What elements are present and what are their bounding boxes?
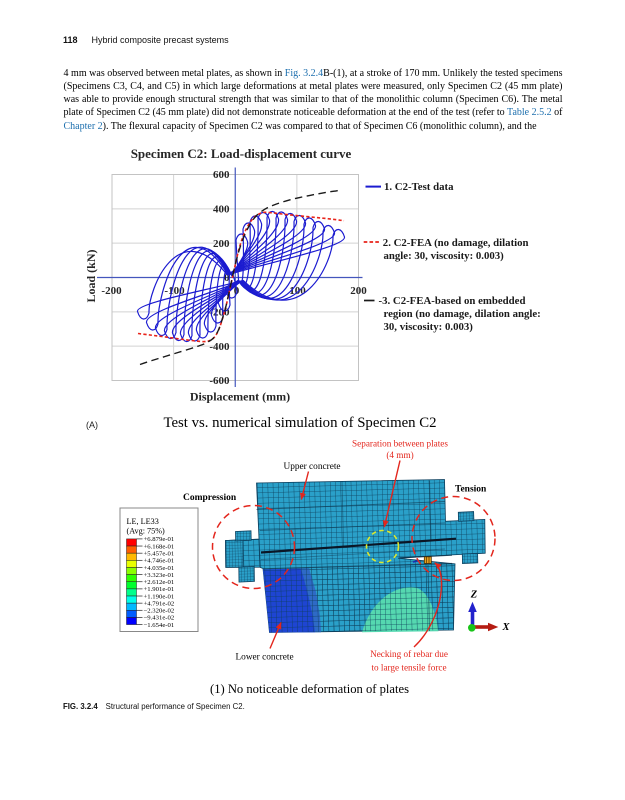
svg-text:+6.168e-01: +6.168e-01 <box>144 543 175 550</box>
svg-text:+3.323e-01: +3.323e-01 <box>144 572 175 579</box>
svg-text:(Avg: 75%): (Avg: 75%) <box>127 527 166 536</box>
svg-text:+6.879e-01: +6.879e-01 <box>144 536 175 543</box>
svg-text:(4 mm): (4 mm) <box>386 450 413 460</box>
svg-text:Specimen C2: Load-displacement: Specimen C2: Load-displacement curve <box>131 146 352 161</box>
svg-text:angle: 30, viscosity: 0.003): angle: 30, viscosity: 0.003) <box>384 250 505 262</box>
svg-text:2. C2-FEA (no damage, dilation: 2. C2-FEA (no damage, dilation <box>383 237 529 249</box>
svg-text:Z: Z <box>470 590 478 601</box>
svg-text:Displacement (mm): Displacement (mm) <box>190 390 290 404</box>
svg-text:400: 400 <box>213 203 230 215</box>
svg-text:X: X <box>501 622 510 633</box>
svg-text:-400: -400 <box>209 341 230 353</box>
svg-text:−9.431e-02: −9.431e-02 <box>144 615 175 622</box>
svg-text:+4.035e-01: +4.035e-01 <box>144 565 175 572</box>
svg-text:1. C2-Test data: 1. C2-Test data <box>384 181 454 193</box>
svg-text:Tension: Tension <box>455 485 487 495</box>
svg-text:−1.654e-01: −1.654e-01 <box>144 622 175 629</box>
svg-text:+4.791e-02: +4.791e-02 <box>144 600 175 607</box>
svg-text:200: 200 <box>213 238 230 250</box>
svg-text:-600: -600 <box>209 375 230 387</box>
svg-text:region (no damage, dilation an: region (no damage, dilation angle: <box>384 308 541 320</box>
svg-text:-200: -200 <box>101 285 122 297</box>
svg-text:0: 0 <box>224 272 230 284</box>
svg-text:-3. C2-FEA-based on embedded: -3. C2-FEA-based on embedded <box>379 295 526 307</box>
svg-text:30, viscosity: 0.003): 30, viscosity: 0.003) <box>384 321 474 333</box>
svg-text:Upper concrete: Upper concrete <box>284 462 341 472</box>
svg-text:Necking of rebar due: Necking of rebar due <box>370 649 448 659</box>
svg-text:+4.746e-01: +4.746e-01 <box>144 558 175 565</box>
svg-text:Separation between plates: Separation between plates <box>352 439 448 449</box>
svg-text:Lower concrete: Lower concrete <box>236 653 294 663</box>
svg-text:Load (kN): Load (kN) <box>84 249 98 302</box>
svg-text:+2.612e-01: +2.612e-01 <box>144 579 175 586</box>
svg-text:Compression: Compression <box>183 493 237 503</box>
svg-text:+1.190e-01: +1.190e-01 <box>144 593 175 600</box>
svg-text:600: 600 <box>213 169 230 181</box>
svg-text:+5.457e-01: +5.457e-01 <box>144 550 175 557</box>
svg-text:−2.320e-02: −2.320e-02 <box>144 608 175 615</box>
svg-text:200: 200 <box>350 285 367 297</box>
svg-text:to large tensile force: to large tensile force <box>371 663 446 673</box>
svg-text:+1.901e-01: +1.901e-01 <box>144 586 175 593</box>
svg-text:LE, LE33: LE, LE33 <box>127 517 159 526</box>
